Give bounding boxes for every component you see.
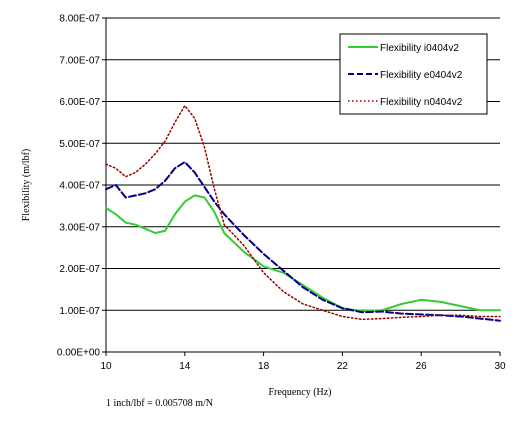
series-flexibility-i0404v2 (105, 194, 501, 313)
y-tick-label: 1.00E-07 (59, 306, 100, 317)
series-flexibility-e0404v2 (105, 161, 501, 322)
ticks-layer: 0.00E+00 1.00E-07 2.00E-07 3.00E-07 4.00E-07… (57, 14, 506, 373)
x-tick-label: 26 (416, 361, 428, 372)
y-tick-label: 8.00E-07 (59, 14, 100, 25)
y-tick-label: 5.00E-07 (59, 139, 100, 150)
legend-label-n0404v2: Flexibility n0404v2 (380, 97, 463, 108)
y-tick-label: 0.00E+00 (57, 348, 101, 359)
legend-label-i0404v2: Flexibility i0404v2 (380, 43, 459, 54)
x-tick-label: 22 (337, 361, 349, 372)
y-tick-label: 3.00E-07 (59, 222, 100, 233)
x-tick-label: 10 (100, 361, 112, 372)
unit-conversion-note: 1 inch/lbf = 0.005708 m/N (106, 398, 213, 409)
y-tick-label: 2.00E-07 (59, 264, 100, 275)
x-axis-title: Frequency (Hz) (268, 387, 331, 398)
y-tick-label: 4.00E-07 (59, 181, 100, 192)
legend: Flexibility i0404v2 Flexibility e0404v2 … (339, 33, 488, 115)
series-line (105, 104, 501, 321)
x-tick-label: 30 (494, 361, 506, 372)
x-tick-label: 18 (258, 361, 270, 372)
series-line (105, 194, 501, 313)
series-flexibility-n0404v2 (105, 104, 501, 321)
y-tick-label: 6.00E-07 (59, 97, 100, 108)
y-axis-title: Flexibility (m/lbf) (21, 149, 32, 222)
grid-layer (106, 17, 500, 353)
x-tick-label: 14 (179, 361, 191, 372)
series-layer (105, 104, 501, 322)
legend-label-e0404v2: Flexibility e0404v2 (380, 70, 463, 81)
series-line (105, 161, 501, 322)
y-tick-label: 7.00E-07 (59, 55, 100, 66)
